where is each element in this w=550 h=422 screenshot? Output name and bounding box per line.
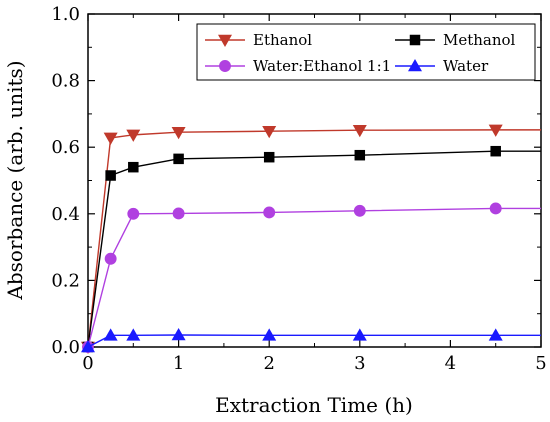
y-tick-label: 0.8 — [51, 71, 80, 92]
legend-item: Water:Ethanol 1:1 — [205, 57, 391, 75]
legend-label: Methanol — [443, 31, 516, 49]
series-water-ethanol-1-1 — [82, 202, 541, 353]
data-point-methanol — [128, 161, 139, 173]
series-methanol — [82, 145, 541, 353]
x-tick-label: 1 — [173, 353, 184, 374]
y-axis-title: Absorbance (arb. units) — [3, 60, 27, 300]
series-line-methanol — [87, 150, 541, 348]
data-point-water-ethanol-1-1 — [263, 206, 276, 219]
x-tick-label: 4 — [445, 353, 456, 374]
data-point-methanol — [173, 153, 184, 165]
legend-label: Water:Ethanol 1:1 — [253, 57, 391, 75]
data-point-methanol — [105, 170, 116, 181]
legend-item: Water — [395, 57, 489, 75]
x-tick-label: 3 — [354, 353, 365, 374]
legend-marker — [408, 59, 422, 72]
data-point-water — [171, 328, 186, 341]
y-tick-label: 0.0 — [51, 337, 80, 358]
y-tick-label: 0.4 — [51, 204, 80, 225]
legend-label: Ethanol — [253, 31, 312, 49]
legend-label: Water — [443, 57, 489, 75]
x-tick-label: 5 — [535, 353, 546, 374]
x-tick-label: 0 — [82, 353, 93, 374]
legend-box — [196, 23, 536, 81]
data-point-water-ethanol-1-1 — [353, 204, 366, 217]
data-point-water — [488, 328, 503, 341]
y-tick-label: 0.2 — [51, 270, 80, 291]
data-point-water-ethanol-1-1 — [104, 252, 117, 265]
data-point-water — [103, 328, 118, 341]
data-point-water-ethanol-1-1 — [127, 207, 140, 220]
y-tick-label: 0.6 — [51, 137, 80, 158]
legend-item: Methanol — [395, 31, 516, 49]
data-point-ethanol — [262, 125, 277, 139]
data-point-methanol — [354, 149, 366, 161]
data-point-ethanol — [103, 132, 118, 145]
data-point-methanol — [263, 151, 275, 163]
x-tick-label: 2 — [263, 353, 274, 374]
data-point-water — [352, 328, 367, 341]
legend-marker — [218, 34, 232, 47]
data-point-ethanol — [352, 124, 367, 138]
x-axis-title: Extraction Time (h) — [215, 393, 413, 417]
data-point-ethanol — [126, 129, 141, 142]
legend: Ethanol Methanol Water:Ethanol 1:1 Water — [196, 23, 536, 81]
series-ethanol — [81, 124, 541, 354]
legend-marker — [219, 60, 231, 72]
data-point-water — [262, 328, 277, 341]
series-water — [81, 328, 541, 353]
data-point-ethanol — [488, 124, 503, 137]
legend-item: Ethanol — [205, 31, 312, 49]
series-line-water-ethanol-1-1 — [87, 207, 541, 348]
series-layer — [81, 124, 541, 354]
data-point-water — [126, 328, 141, 341]
data-point-water-ethanol-1-1 — [172, 207, 185, 220]
axis-ticks: 0 1 2 3 4 5 0.0 0.2 0.4 0.6 0.8 1.0 — [51, 4, 546, 374]
y-tick-label: 1.0 — [51, 4, 80, 25]
data-point-water — [81, 340, 95, 353]
legend-marker — [409, 34, 421, 46]
data-point-water-ethanol-1-1 — [489, 202, 502, 215]
data-point-ethanol — [171, 126, 186, 140]
data-point-methanol — [490, 145, 501, 157]
